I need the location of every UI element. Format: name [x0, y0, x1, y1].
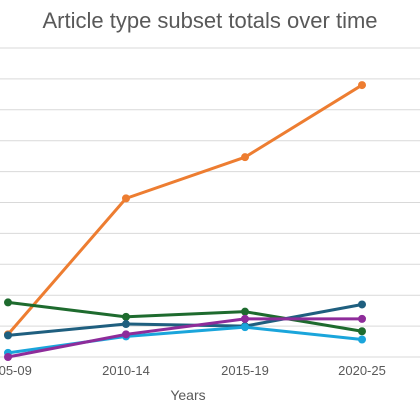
series-5 — [4, 314, 366, 361]
series-2 — [4, 298, 366, 336]
data-point[interactable] — [241, 314, 249, 323]
chart-title: Article type subset totals over time — [42, 8, 378, 33]
x-tick-label: 2015-19 — [221, 363, 269, 378]
data-point[interactable] — [358, 327, 366, 336]
data-point[interactable] — [241, 323, 249, 332]
data-point[interactable] — [358, 81, 366, 90]
data-point[interactable] — [122, 330, 130, 339]
data-point[interactable] — [358, 314, 366, 323]
data-point[interactable] — [358, 335, 366, 344]
data-point[interactable] — [122, 312, 130, 321]
data-point[interactable] — [241, 153, 249, 162]
gridlines — [0, 47, 420, 358]
series-line — [7, 300, 363, 333]
series-line — [7, 302, 363, 337]
data-point[interactable] — [4, 331, 12, 340]
x-axis-title: Years — [170, 387, 205, 403]
series-line — [7, 317, 362, 359]
data-point[interactable] — [358, 300, 366, 309]
series-line — [6, 83, 363, 336]
data-point[interactable] — [122, 194, 130, 203]
data-point[interactable] — [4, 298, 12, 307]
x-tick-label: 2005-09 — [0, 363, 32, 378]
series-1 — [4, 81, 366, 339]
series-lines — [4, 81, 366, 361]
data-point[interactable] — [241, 307, 249, 316]
x-tick-label: 2020-25 — [338, 363, 386, 378]
x-axis-ticks: 2005-09 2010-14 2015-19 2020-25 — [0, 363, 386, 378]
x-tick-label: 2010-14 — [102, 363, 150, 378]
data-point[interactable] — [122, 320, 130, 329]
data-point[interactable] — [4, 353, 12, 361]
